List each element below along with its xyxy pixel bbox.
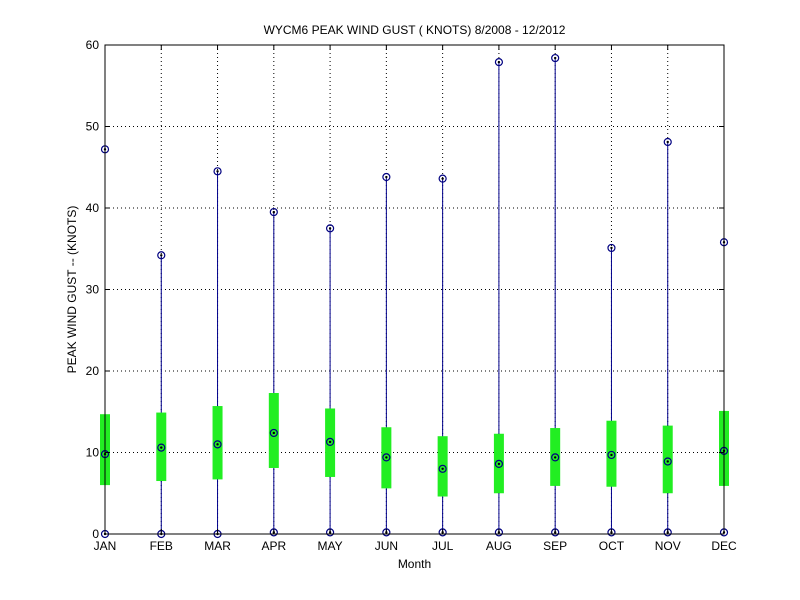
- median-marker-feb: [157, 443, 166, 452]
- median-marker-may-dot: [328, 440, 332, 444]
- median-marker-jun: [382, 453, 391, 462]
- box-nov: [662, 425, 673, 494]
- max-marker-may: [325, 224, 335, 233]
- max-marker-may-dot: [328, 227, 332, 230]
- x-tick-label: JUN: [375, 539, 398, 553]
- median-marker-oct-dot: [610, 453, 613, 457]
- median-marker-jun-dot: [385, 456, 388, 459]
- median-marker-apr-dot: [272, 431, 276, 435]
- x-tick-label: SEP: [543, 539, 567, 553]
- min-marker-may: [325, 528, 335, 537]
- max-marker-jun: [382, 172, 391, 182]
- box-apr: [268, 393, 279, 468]
- median-marker-apr: [269, 428, 278, 438]
- y-tick-label: 40: [86, 201, 100, 215]
- max-marker-oct-dot: [610, 246, 613, 250]
- min-marker-oct: [607, 528, 616, 537]
- y-tick-label: 20: [86, 364, 100, 378]
- x-tick-label: NOV: [655, 539, 681, 553]
- x-tick-label: MAR: [204, 539, 231, 553]
- median-marker-mar: [213, 440, 222, 449]
- max-marker-apr: [269, 207, 278, 217]
- x-tick-label: MAY: [318, 539, 343, 553]
- median-marker-may: [325, 437, 335, 447]
- x-tick-label: APR: [261, 539, 286, 553]
- plot-area: [100, 53, 729, 539]
- median-marker-sep: [551, 453, 560, 462]
- y-tick-label: 0: [92, 527, 99, 541]
- y-tick-label: 10: [86, 446, 100, 460]
- max-marker-oct: [607, 243, 616, 253]
- max-marker-feb-dot: [160, 254, 163, 257]
- median-marker-jul: [438, 464, 447, 473]
- y-tick-label: 50: [86, 120, 100, 134]
- y-tick-label: 60: [86, 38, 100, 52]
- box-jul: [437, 436, 448, 497]
- x-tick-label: FEB: [150, 539, 173, 553]
- chart-title: WYCM6 PEAK WIND GUST ( KNOTS) 8/2008 - 1…: [264, 23, 566, 37]
- median-marker-aug: [494, 459, 504, 469]
- y-tick-label: 30: [86, 283, 100, 297]
- max-marker-feb: [157, 251, 166, 260]
- min-marker-jun: [382, 528, 391, 537]
- max-marker-jul: [438, 174, 447, 183]
- max-marker-sep: [551, 53, 560, 63]
- max-marker-mar-dot: [216, 170, 219, 173]
- max-marker-aug-dot: [497, 60, 501, 64]
- y-axis: 0 10 20 30 40 50 60: [86, 38, 724, 541]
- x-tick-label: AUG: [486, 539, 512, 553]
- median-marker-sep-dot: [553, 456, 557, 459]
- max-marker-mar: [213, 167, 222, 176]
- max-marker-nov: [663, 137, 672, 147]
- min-marker-jul: [438, 528, 447, 537]
- median-marker-mar-dot: [216, 443, 219, 446]
- max-marker-apr-dot: [272, 210, 276, 214]
- min-marker-sep: [551, 528, 560, 537]
- x-axis: JAN FEB MAR APR MAY JUN JUL AUG SEP OCT NOV DEC: [94, 45, 737, 553]
- x-tick-label: JUL: [432, 539, 454, 553]
- max-marker-nov-dot: [666, 140, 669, 144]
- median-marker-aug-dot: [497, 462, 501, 466]
- x-tick-label: OCT: [599, 539, 625, 553]
- y-axis-label: PEAK WIND GUST -- (KNOTS): [65, 206, 79, 374]
- grid-lines: [105, 45, 724, 534]
- max-marker-sep-dot: [553, 56, 557, 60]
- box-mar: [212, 406, 223, 480]
- median-marker-feb-dot: [160, 446, 163, 449]
- x-axis-label: Month: [398, 557, 431, 571]
- min-marker-nov: [663, 528, 672, 537]
- max-marker-jun-dot: [385, 175, 388, 179]
- median-marker-oct: [607, 450, 616, 460]
- box-oct: [606, 420, 617, 487]
- median-marker-nov-dot: [666, 460, 669, 463]
- max-marker-jul-dot: [441, 177, 444, 180]
- min-marker-apr: [269, 528, 278, 537]
- x-tick-label: DEC: [711, 539, 737, 553]
- median-marker-jul-dot: [441, 467, 444, 470]
- median-marker-nov: [663, 457, 672, 466]
- max-marker-aug: [494, 58, 504, 67]
- x-tick-label: JAN: [94, 539, 117, 553]
- min-marker-aug: [494, 528, 504, 537]
